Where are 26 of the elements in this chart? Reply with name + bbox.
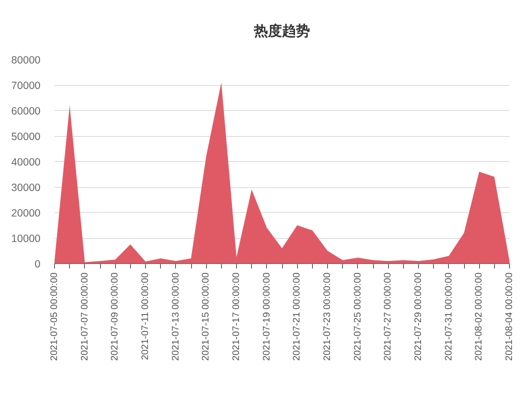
x-tick-label: 2021-07-15 00:00:00 <box>200 272 212 361</box>
y-tick-label: 0 <box>34 258 41 270</box>
x-tick-label: 2021-07-31 00:00:00 <box>443 272 454 361</box>
chart-title: 热度趋势 <box>253 22 310 40</box>
x-tick-label: 2021-07-05 00:00:00 <box>49 272 60 361</box>
y-tick-label: 80000 <box>11 54 41 66</box>
y-tick-label: 30000 <box>11 182 41 194</box>
x-tick-label: 2021-07-17 00:00:00 <box>231 272 242 361</box>
x-tick-label: 2021-07-11 00:00:00 <box>140 272 151 360</box>
x-tick-label: 2021-07-29 00:00:00 <box>413 272 424 361</box>
x-tick-label: 2021-07-25 00:00:00 <box>352 272 364 361</box>
y-tick-label: 40000 <box>11 156 41 168</box>
x-tick-label: 2021-07-13 00:00:00 <box>170 272 182 361</box>
y-tick-label: 70000 <box>11 80 41 92</box>
x-tick-label: 2021-08-02 00:00:00 <box>474 272 485 361</box>
y-tick-label: 10000 <box>11 233 41 245</box>
x-tick-label: 2021-08-04 00:00:00 <box>504 272 515 361</box>
x-tick-label: 2021-07-23 00:00:00 <box>322 272 333 361</box>
x-tick-label: 2021-07-27 00:00:00 <box>382 272 394 361</box>
x-tick-label: 2021-07-21 00:00:00 <box>292 272 303 361</box>
x-tick-label: 2021-07-19 00:00:00 <box>261 272 272 361</box>
y-tick-label: 60000 <box>11 106 41 118</box>
y-tick-label: 20000 <box>11 208 41 220</box>
x-tick-label: 2021-07-07 00:00:00 <box>79 272 90 361</box>
x-tick-label: 2021-07-09 00:00:00 <box>110 272 121 361</box>
y-tick-label: 50000 <box>11 131 41 143</box>
